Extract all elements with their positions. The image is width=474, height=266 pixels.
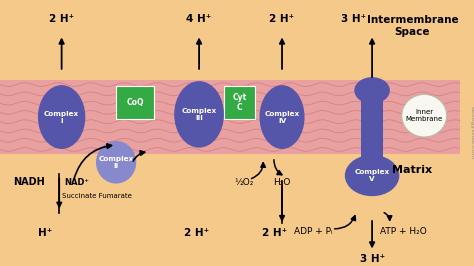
Text: ATP + H₂O: ATP + H₂O (380, 227, 426, 236)
FancyBboxPatch shape (116, 86, 154, 119)
Text: Intermembrane
Space: Intermembrane Space (366, 15, 458, 37)
Ellipse shape (345, 155, 399, 196)
Text: Matrix: Matrix (392, 165, 432, 175)
Text: BiologyWise.com: BiologyWise.com (469, 106, 474, 160)
Text: 3 H⁺: 3 H⁺ (340, 14, 366, 24)
Bar (0, 80, 460, 154)
Text: 2 H⁺: 2 H⁺ (262, 228, 288, 238)
Text: Cyt
C: Cyt C (232, 93, 246, 112)
Text: 2 H⁺: 2 H⁺ (49, 14, 74, 24)
Text: Succinate Fumarate: Succinate Fumarate (62, 193, 132, 198)
Text: H₂O: H₂O (273, 178, 291, 187)
Text: ADP + Pᵢ: ADP + Pᵢ (293, 227, 332, 236)
Text: 3 H⁺: 3 H⁺ (359, 254, 385, 264)
Text: 2 H⁺: 2 H⁺ (269, 14, 295, 24)
Bar (361, 80, 383, 181)
Text: H⁺: H⁺ (38, 228, 52, 238)
Ellipse shape (174, 81, 224, 148)
Ellipse shape (96, 141, 137, 184)
Ellipse shape (355, 77, 390, 104)
Text: Complex
III: Complex III (182, 108, 217, 121)
Text: 2 H⁺: 2 H⁺ (184, 228, 210, 238)
Text: Complex
I: Complex I (44, 111, 79, 123)
Text: ½O₂: ½O₂ (235, 178, 254, 187)
Text: NADH: NADH (13, 177, 45, 187)
Text: Complex
V: Complex V (355, 169, 390, 182)
Text: 4 H⁺: 4 H⁺ (186, 14, 212, 24)
Text: Inner
Membrane: Inner Membrane (406, 109, 443, 122)
Ellipse shape (402, 94, 447, 137)
Text: Complex
II: Complex II (99, 156, 134, 169)
FancyBboxPatch shape (224, 86, 255, 119)
Ellipse shape (38, 85, 85, 149)
Text: Complex
IV: Complex IV (264, 111, 300, 123)
Text: NAD⁺: NAD⁺ (64, 178, 89, 187)
Ellipse shape (259, 85, 304, 149)
Text: CoQ: CoQ (127, 98, 144, 107)
